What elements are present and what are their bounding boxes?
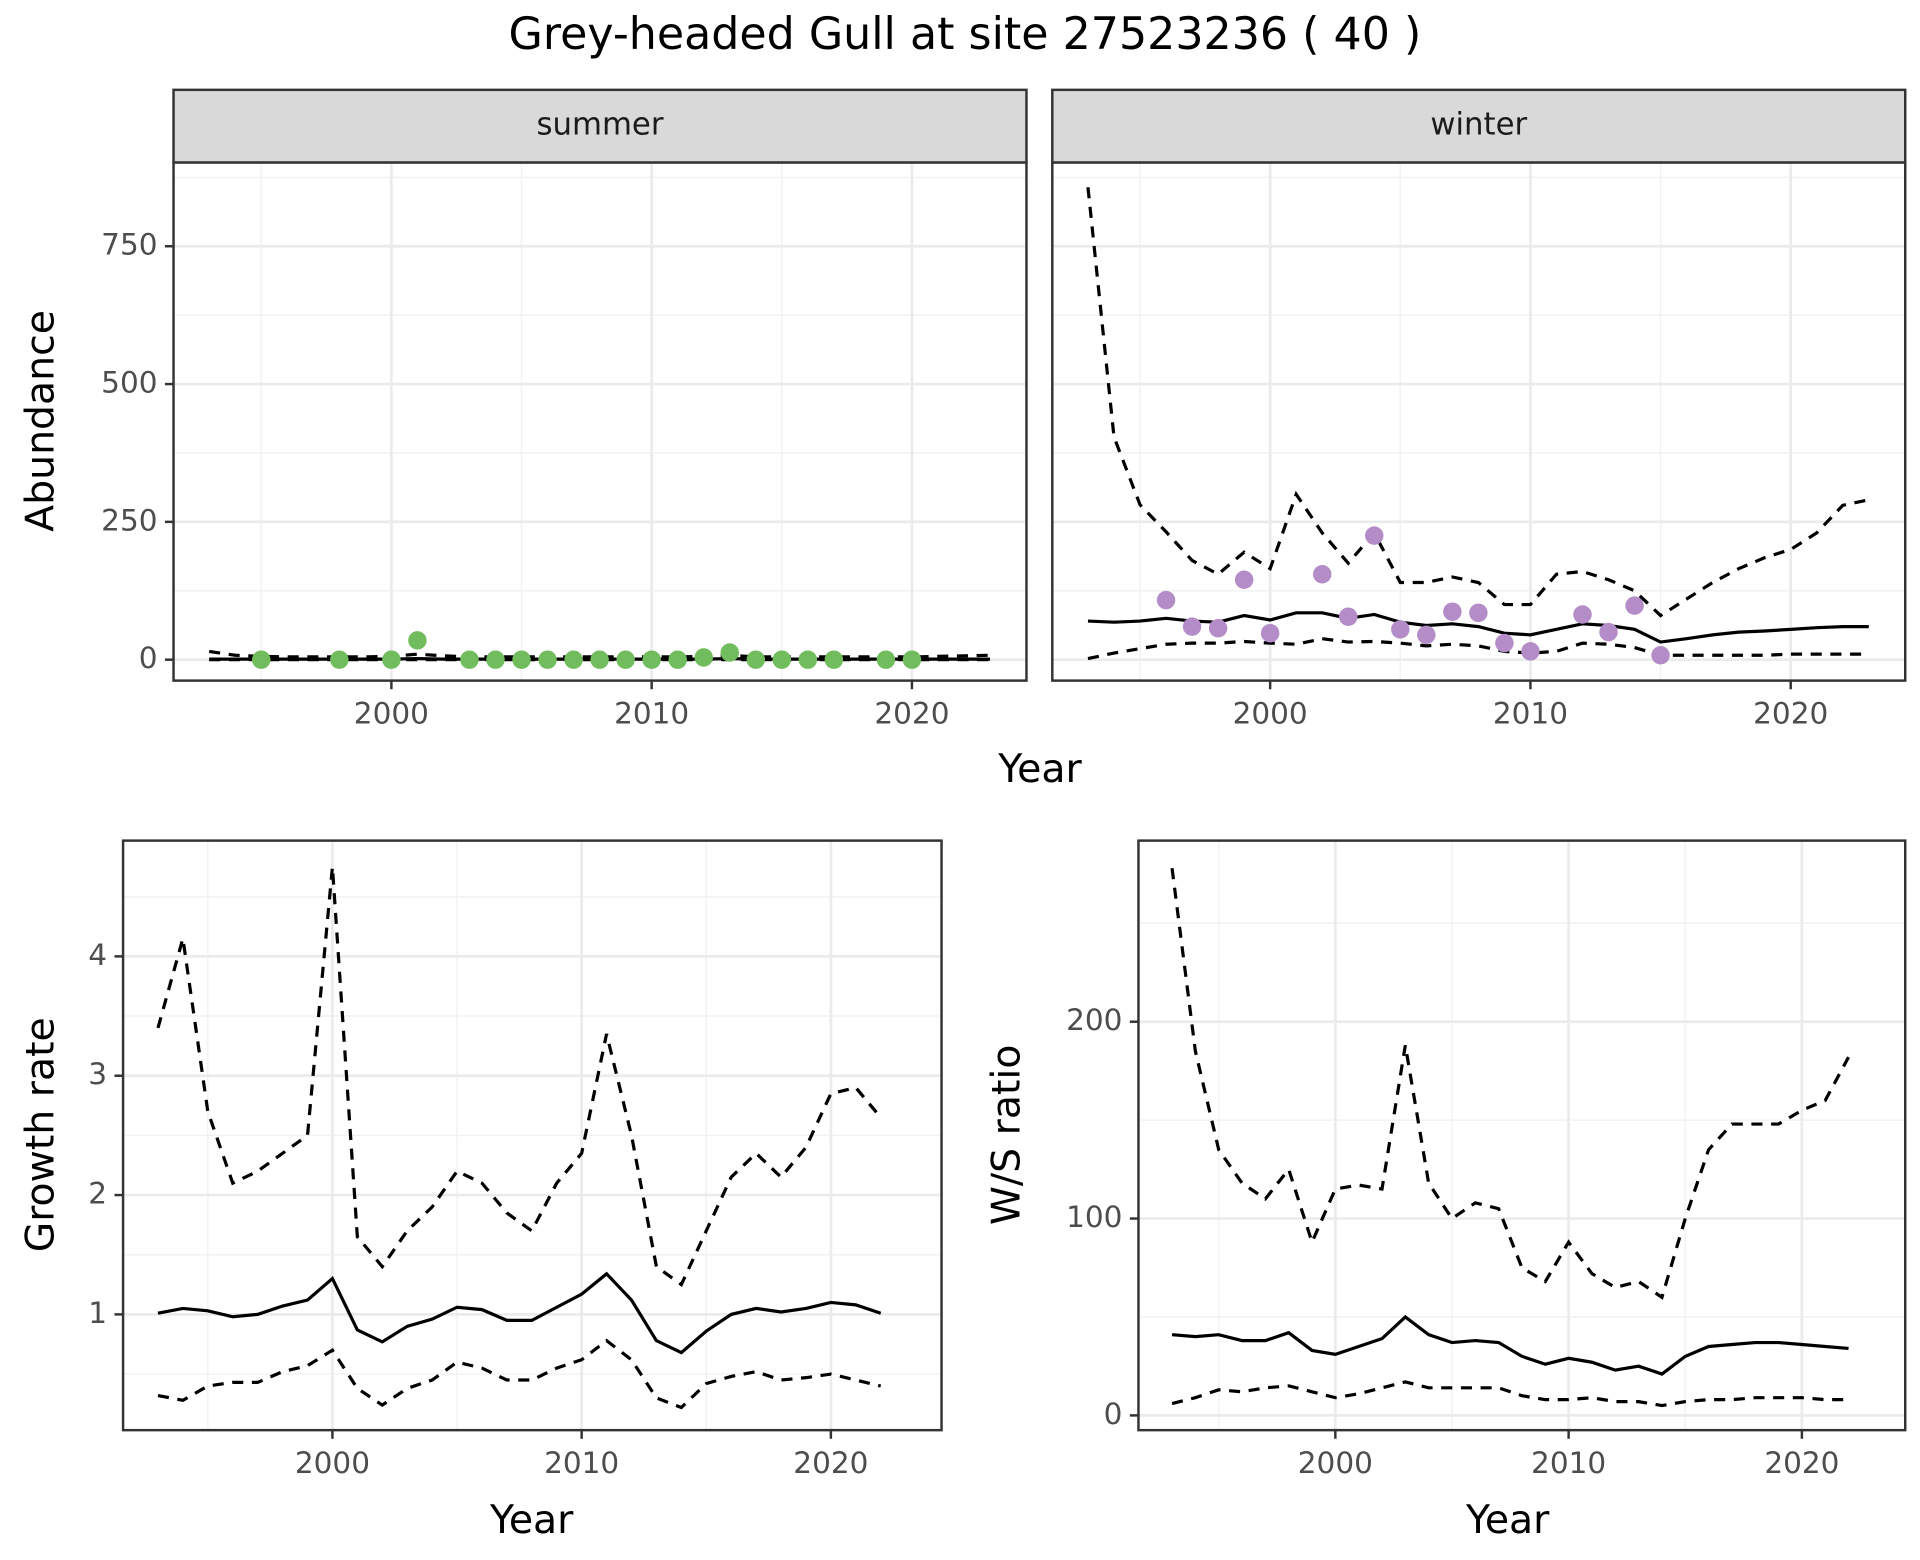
x-tick-label: 2010 [1493, 697, 1568, 731]
fit-line [1171, 1314, 1849, 1376]
data-point [1417, 625, 1436, 645]
data-point [1495, 633, 1514, 653]
interval-line [208, 649, 991, 659]
data-point [538, 650, 557, 669]
figure-title: Grey-headed Gull at site 27523236 ( 40 ) [509, 9, 1422, 60]
y-tick-label: 250 [101, 503, 157, 537]
data-point [1156, 590, 1176, 610]
x-tick-label: 2020 [874, 697, 949, 731]
interval-line [1087, 637, 1869, 661]
x-tick-label: 2010 [614, 697, 689, 731]
data-point [590, 650, 609, 669]
data-point [746, 650, 766, 669]
data-point [1182, 617, 1202, 636]
data-point [720, 643, 739, 662]
data-point [668, 650, 687, 669]
y-tick-label: 4 [88, 938, 107, 972]
data-point [1234, 570, 1254, 589]
data-point [798, 650, 818, 669]
interval-line [156, 866, 882, 1287]
data-point [824, 650, 844, 669]
data-point [694, 648, 713, 667]
data-point [1339, 607, 1358, 626]
facet-label: summer [537, 107, 664, 143]
x-tick-label: 2000 [295, 1446, 370, 1480]
panel-border [1137, 839, 1907, 1432]
data-point [1208, 619, 1228, 638]
data-point [902, 650, 922, 669]
data-point [1260, 623, 1280, 643]
data-point [382, 650, 401, 669]
y-tick-label: 3 [88, 1057, 107, 1091]
data-point [616, 650, 635, 669]
data-point [252, 650, 271, 669]
x-tick-label: 2000 [354, 697, 429, 731]
data-point [1312, 564, 1332, 584]
x-axis-title: Year [997, 746, 1082, 792]
plot-panel [1052, 162, 1906, 681]
y-tick-label: 1 [88, 1296, 107, 1330]
interval-line [1086, 187, 1870, 618]
y-tick-label: 0 [139, 641, 158, 675]
panel-border [121, 839, 943, 1432]
plot-panel [1138, 840, 1906, 1431]
data-point [408, 631, 427, 650]
data-point [1521, 642, 1540, 661]
x-tick-label: 2020 [793, 1446, 868, 1480]
interval-line [157, 1338, 882, 1410]
data-point [1443, 602, 1462, 621]
x-tick-label: 2010 [1531, 1446, 1606, 1480]
y-tick-label: 0 [1104, 1397, 1123, 1431]
y-axis-title: W/S ratio [984, 1045, 1030, 1226]
y-tick-label: 500 [101, 366, 157, 400]
data-point [1573, 605, 1592, 624]
y-tick-label: 200 [1066, 1003, 1122, 1037]
data-point [1391, 620, 1410, 639]
x-tick-label: 2020 [1764, 1446, 1839, 1480]
x-axis-title: Year [489, 1497, 574, 1543]
data-point [486, 650, 505, 669]
x-tick-label: 2000 [1298, 1446, 1373, 1480]
data-point [460, 650, 479, 669]
facet-strip [172, 88, 1028, 164]
data-point [772, 650, 792, 669]
x-tick-label: 2000 [1233, 697, 1308, 731]
data-point [512, 650, 531, 669]
data-point [564, 650, 583, 669]
fit-line [157, 1271, 882, 1355]
y-axis-title: Growth rate [18, 1017, 64, 1252]
y-tick-label: 2 [88, 1177, 107, 1211]
y-tick-label: 750 [101, 228, 157, 262]
x-tick-label: 2010 [544, 1446, 619, 1480]
data-point [642, 650, 661, 669]
interval-line [1170, 867, 1850, 1300]
y-tick-label: 100 [1066, 1200, 1122, 1234]
data-point [1651, 646, 1670, 665]
x-axis-title: Year [1465, 1497, 1550, 1543]
y-axis-title: Abundance [18, 310, 64, 532]
interval-line [1171, 1380, 1849, 1408]
data-point [1365, 526, 1384, 545]
facet-label: winter [1430, 107, 1527, 143]
plot-panel [173, 162, 1027, 681]
data-point [1599, 622, 1618, 642]
data-point [330, 650, 349, 669]
x-tick-label: 2020 [1753, 697, 1828, 731]
data-point [1625, 596, 1644, 615]
data-point [876, 650, 896, 669]
facet-strip [1051, 88, 1907, 164]
data-point [1469, 603, 1488, 623]
